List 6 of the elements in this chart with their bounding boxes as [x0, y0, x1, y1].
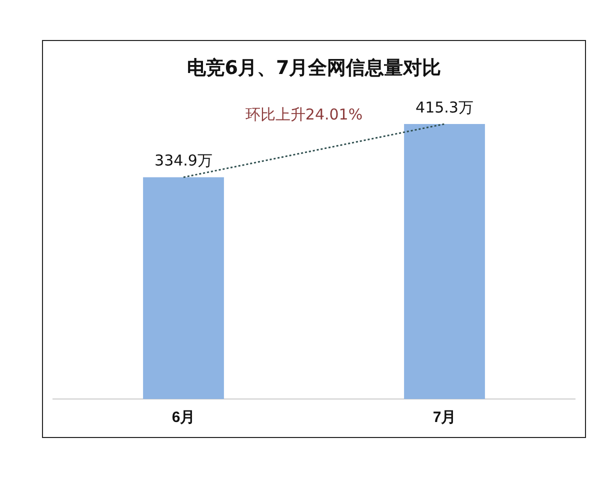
x-tick-label: 7月 — [432, 409, 456, 426]
data-label: 415.3万 — [416, 98, 474, 116]
data-label: 334.9万 — [154, 152, 212, 170]
text: 环比上升24.01% — [245, 105, 363, 124]
chart-title: 电竞6月、7月全网信息量对比 — [186, 56, 442, 81]
x-tick-label: 6月 — [172, 409, 196, 426]
